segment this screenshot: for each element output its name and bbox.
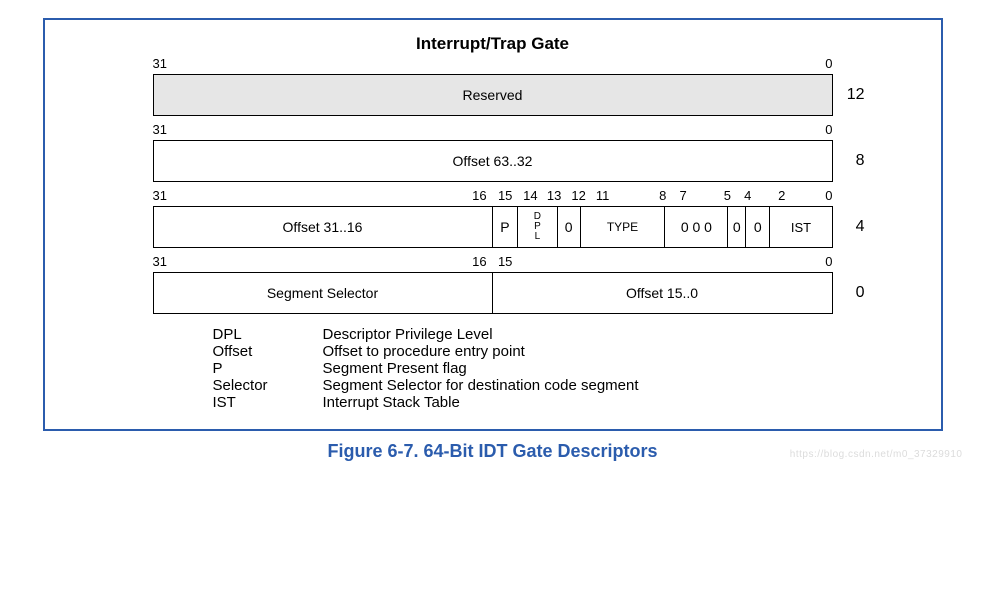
bit-label: 31 — [153, 254, 167, 269]
legend-definition: Segment Selector for destination code se… — [323, 377, 639, 394]
legend-term: Selector — [213, 377, 323, 394]
legend-definition: Offset to procedure entry point — [323, 343, 525, 360]
bit-label-row: 31 16 15 0 — [153, 254, 833, 272]
bit-label: 4 — [744, 188, 751, 203]
field-cell: Segment Selector — [154, 273, 493, 313]
field-cell: IST — [770, 207, 831, 247]
byte-offset-label: 8 — [856, 152, 865, 170]
field-cell: Reserved — [154, 75, 832, 115]
descriptor-row: 31 16 15 0Segment SelectorOffset 15..0 0 — [153, 254, 833, 314]
field-cell: Offset 15..0 — [493, 273, 832, 313]
legend-row: OffsetOffset to procedure entry point — [213, 343, 773, 360]
legend-term: P — [213, 360, 323, 377]
bit-label: 12 — [571, 188, 585, 203]
diagram-title: Interrupt/Trap Gate — [85, 34, 901, 54]
bit-label: 14 — [523, 188, 537, 203]
diagram-frame: Interrupt/Trap Gate 310Reserved12310Offs… — [43, 18, 943, 431]
bit-label: 16 — [472, 254, 486, 269]
bit-label: 16 — [472, 188, 486, 203]
legend-term: DPL — [213, 326, 323, 343]
bit-label: 15 — [498, 188, 512, 203]
bit-label: 5 — [724, 188, 731, 203]
descriptor-word: Segment SelectorOffset 15..0 — [153, 272, 833, 314]
descriptor-word: Offset 31..16PDPL0TYPE0 0 000IST — [153, 206, 833, 248]
field-cell: DPL — [518, 207, 557, 247]
bit-label: 31 — [153, 188, 167, 203]
bit-label: 31 — [153, 122, 167, 137]
field-cell: Offset 31..16 — [154, 207, 493, 247]
legend: DPLDescriptor Privilege LevelOffsetOffse… — [213, 326, 773, 411]
field-cell: 0 — [558, 207, 581, 247]
legend-row: DPLDescriptor Privilege Level — [213, 326, 773, 343]
byte-offset-label: 12 — [847, 86, 865, 104]
bit-label: 11 — [596, 188, 610, 203]
descriptor-word: Reserved — [153, 74, 833, 116]
field-cell: P — [493, 207, 519, 247]
legend-term: Offset — [213, 343, 323, 360]
bit-label: 13 — [547, 188, 561, 203]
legend-definition: Interrupt Stack Table — [323, 394, 460, 411]
bit-label: 0 — [825, 122, 832, 137]
bit-label: 31 — [153, 56, 167, 71]
legend-row: SelectorSegment Selector for destination… — [213, 377, 773, 394]
bit-label-row: 31 16 15 14 13 12 11 87 54 2 0 — [153, 188, 833, 206]
rows-container: 31 0 Reserved 12 31 0 Offset 63..32 8 31 16 15 14 13… — [153, 56, 833, 314]
descriptor-row: 310Offset 63..328 — [153, 122, 833, 182]
descriptor-word: Offset 63..32 — [153, 140, 833, 182]
bit-label: 15 — [498, 254, 512, 269]
bit-label: 0 — [825, 188, 832, 203]
field-cell: 0 0 0 — [665, 207, 728, 247]
legend-row: ISTInterrupt Stack Table — [213, 394, 773, 411]
bit-label: 0 — [825, 254, 832, 269]
field-cell: Offset 63..32 — [154, 141, 832, 181]
byte-offset-label: 0 — [856, 284, 865, 302]
legend-term: IST — [213, 394, 323, 411]
bit-label: 2 — [778, 188, 785, 203]
legend-definition: Segment Present flag — [323, 360, 467, 377]
field-cell: 0 — [728, 207, 746, 247]
byte-offset-label: 4 — [856, 218, 865, 236]
field-cell: TYPE — [581, 207, 666, 247]
legend-row: PSegment Present flag — [213, 360, 773, 377]
bit-label: 8 — [659, 188, 666, 203]
field-cell: 0 — [746, 207, 770, 247]
legend-definition: Descriptor Privilege Level — [323, 326, 493, 343]
bit-label: 7 — [680, 188, 687, 203]
bit-label-row: 31 0 — [153, 56, 833, 74]
bit-label: 0 — [825, 56, 832, 71]
descriptor-row: 31161514131211875420Offset 31..16PDPL0TY… — [153, 188, 833, 248]
bit-label-row: 31 0 — [153, 122, 833, 140]
descriptor-row: 310Reserved12 — [153, 56, 833, 116]
watermark-text: https://blog.csdn.net/m0_37329910 — [790, 449, 963, 460]
